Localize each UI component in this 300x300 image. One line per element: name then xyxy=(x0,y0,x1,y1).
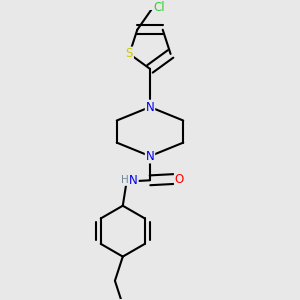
Text: O: O xyxy=(175,172,184,185)
Text: H: H xyxy=(121,175,129,185)
Text: S: S xyxy=(126,47,133,60)
Text: N: N xyxy=(146,150,154,163)
Text: N: N xyxy=(146,100,154,113)
Text: Cl: Cl xyxy=(153,1,165,14)
Text: N: N xyxy=(129,174,138,187)
